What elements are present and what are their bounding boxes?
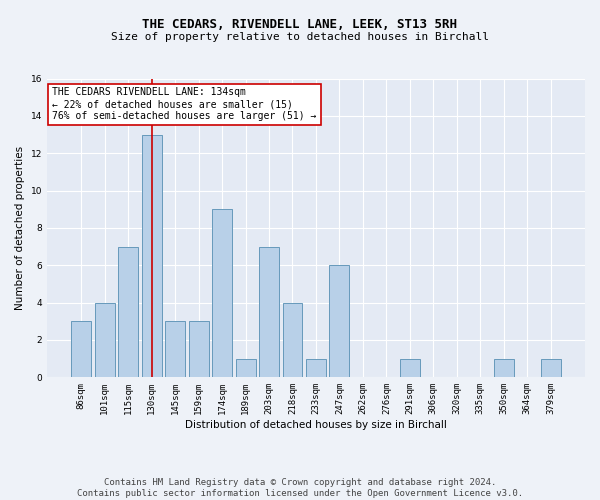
Y-axis label: Number of detached properties: Number of detached properties <box>15 146 25 310</box>
Bar <box>188 322 209 378</box>
Text: Size of property relative to detached houses in Birchall: Size of property relative to detached ho… <box>111 32 489 42</box>
Bar <box>259 246 279 378</box>
Text: Contains HM Land Registry data © Crown copyright and database right 2024.
Contai: Contains HM Land Registry data © Crown c… <box>77 478 523 498</box>
Bar <box>306 358 326 378</box>
Bar <box>283 302 302 378</box>
Text: THE CEDARS RIVENDELL LANE: 134sqm
← 22% of detached houses are smaller (15)
76% : THE CEDARS RIVENDELL LANE: 134sqm ← 22% … <box>52 88 317 120</box>
Bar <box>142 134 162 378</box>
Bar <box>165 322 185 378</box>
Bar <box>236 358 256 378</box>
Bar <box>541 358 560 378</box>
Bar <box>118 246 138 378</box>
Bar <box>212 209 232 378</box>
Bar <box>95 302 115 378</box>
X-axis label: Distribution of detached houses by size in Birchall: Distribution of detached houses by size … <box>185 420 447 430</box>
Bar <box>329 266 349 378</box>
Bar <box>494 358 514 378</box>
Bar <box>400 358 420 378</box>
Text: THE CEDARS, RIVENDELL LANE, LEEK, ST13 5RH: THE CEDARS, RIVENDELL LANE, LEEK, ST13 5… <box>143 18 458 30</box>
Bar <box>71 322 91 378</box>
